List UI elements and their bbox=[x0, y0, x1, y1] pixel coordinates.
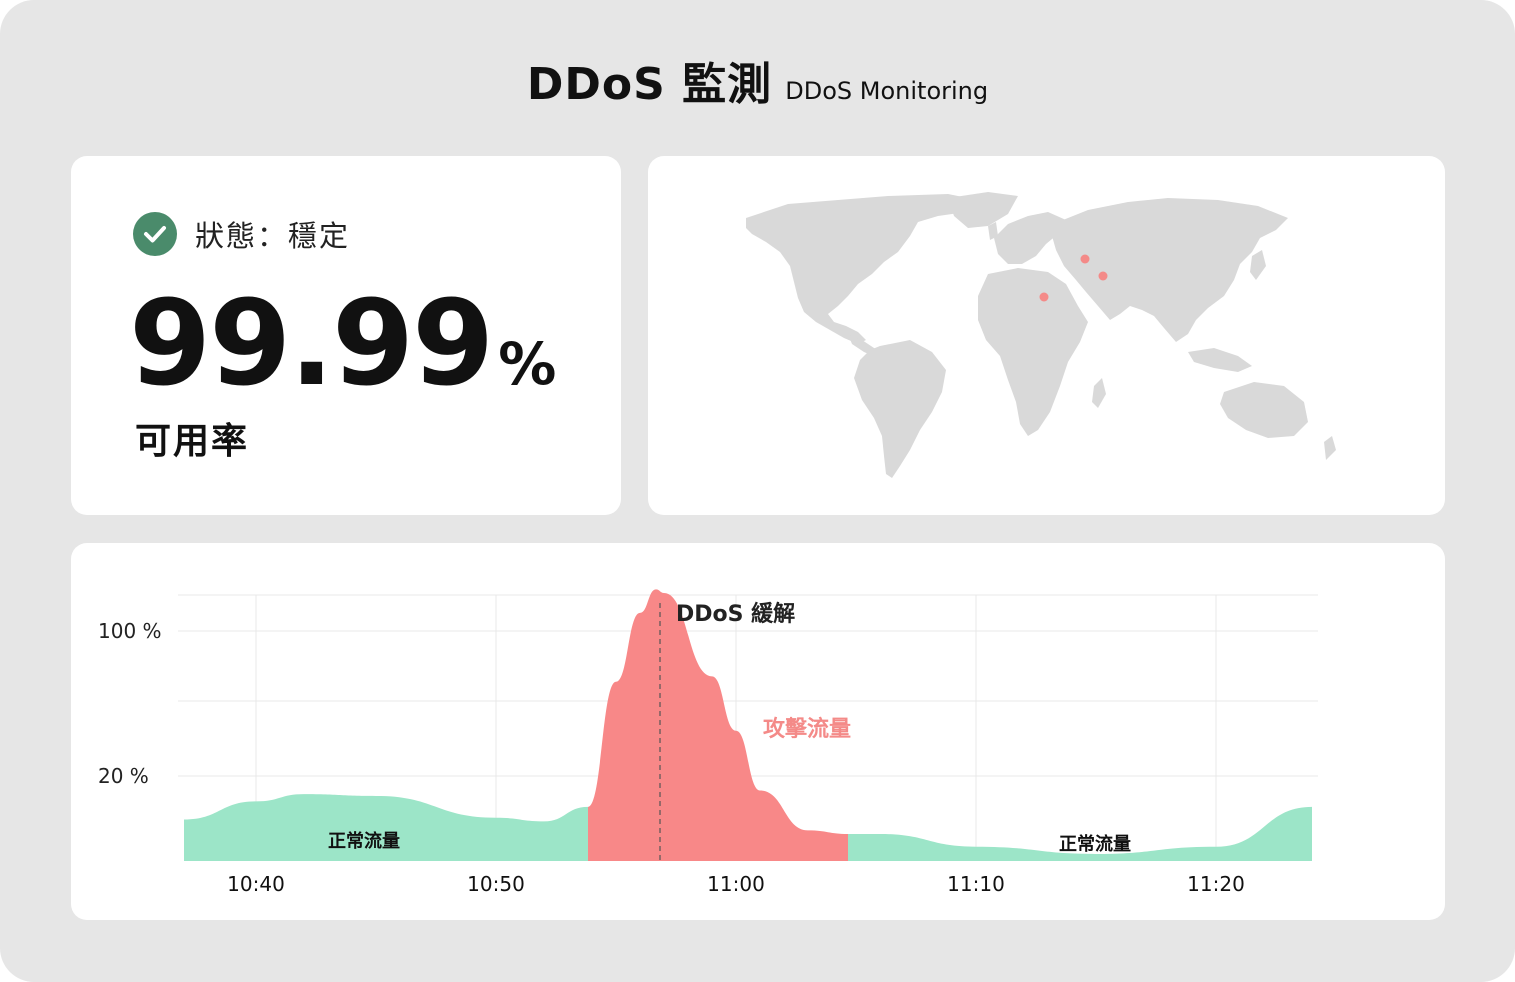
series-area bbox=[588, 589, 848, 861]
world-map bbox=[746, 192, 1336, 478]
traffic-chart: 100 % 20 % 10:40 10:50 11:00 11:10 11:20 DDoS 緩… bbox=[98, 589, 1318, 896]
x-tick-label: 10:50 bbox=[467, 872, 525, 896]
uptime-value: 99.99 bbox=[129, 274, 494, 412]
status-label: 狀態：穩定 bbox=[195, 219, 351, 253]
y-tick-label: 100 % bbox=[98, 619, 162, 643]
uptime-unit: % bbox=[498, 330, 557, 398]
annotation-normal-traffic: 正常流量 bbox=[328, 830, 400, 852]
british-isles-landmass bbox=[988, 222, 998, 240]
north-america-landmass bbox=[746, 194, 978, 344]
x-tick-label: 11:20 bbox=[1187, 872, 1245, 896]
uptime-label: 可用率 bbox=[135, 421, 250, 462]
x-tick-label: 10:40 bbox=[227, 872, 285, 896]
status-card: 狀態：穩定 99.99% 可用率 bbox=[71, 156, 621, 515]
map-card bbox=[648, 156, 1445, 515]
japan-landmass bbox=[1250, 250, 1266, 280]
south-america-landmass bbox=[854, 340, 946, 478]
y-tick-label: 20 % bbox=[98, 764, 149, 788]
annotation-ddos-mitigation: DDoS 緩解 bbox=[676, 601, 795, 627]
status-row: 狀態：穩定 bbox=[133, 212, 350, 256]
madagascar-landmass bbox=[1092, 378, 1106, 408]
attack-marker bbox=[1039, 292, 1049, 302]
title-sub: DDoS Monitoring bbox=[785, 77, 989, 105]
asia-landmass bbox=[1052, 198, 1288, 342]
annotation-normal-traffic: 正常流量 bbox=[1059, 833, 1131, 855]
uptime-readout: 99.99% bbox=[129, 274, 556, 412]
new-zealand-landmass bbox=[1324, 436, 1336, 460]
southeast-asia-islands bbox=[1188, 348, 1252, 372]
chart-card: 100 % 20 % 10:40 10:50 11:00 11:10 11:20 DDoS 緩… bbox=[71, 543, 1445, 920]
attack-marker bbox=[1098, 271, 1108, 281]
series-area bbox=[848, 806, 1312, 861]
africa-landmass bbox=[978, 268, 1088, 436]
check-circle-icon bbox=[133, 212, 177, 256]
x-tick-label: 11:00 bbox=[707, 872, 765, 896]
annotation-attack-traffic: 攻擊流量 bbox=[763, 716, 851, 742]
australia-landmass bbox=[1220, 382, 1308, 438]
series-area bbox=[184, 794, 588, 861]
title-main: DDoS 監測 bbox=[526, 59, 773, 110]
greenland-landmass bbox=[948, 192, 1018, 228]
attack-marker bbox=[1080, 254, 1090, 264]
x-tick-label: 11:10 bbox=[947, 872, 1005, 896]
europe-landmass bbox=[994, 212, 1066, 264]
page-title: DDoS 監測 DDoS Monitoring bbox=[0, 48, 1515, 112]
